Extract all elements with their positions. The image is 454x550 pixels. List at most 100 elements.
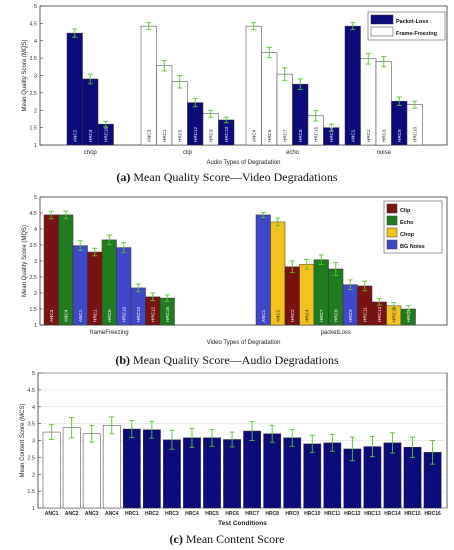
bar: [58, 214, 74, 326]
x-tick-label: HRC9: [285, 511, 299, 517]
bar-label: ANC1: [261, 309, 266, 322]
caption-c-text: Mean Content Score: [185, 532, 285, 546]
x-tick-label: HRC2: [145, 511, 159, 517]
legend-entry: Frame-Freezing: [396, 31, 437, 37]
x-tick-label: ANC3: [85, 511, 99, 517]
x-tick-label: HRC16: [424, 511, 441, 517]
caption-b: (b) Mean Quality Score—Audio Degradation…: [0, 353, 454, 368]
bar: [122, 428, 141, 509]
y-tick-label: 2: [32, 472, 35, 478]
bar-label: ANC4: [252, 129, 257, 142]
bar-label: HRC11: [363, 307, 368, 322]
bar: [243, 430, 261, 509]
bar-label: ANC3: [49, 309, 54, 322]
bar-label: HRC12: [151, 306, 156, 322]
bar: [82, 433, 101, 509]
x-tick-label: HRC7: [245, 511, 259, 517]
y-tick-label: 1.5: [27, 489, 35, 495]
x-tick-label: HRC3: [165, 511, 179, 517]
y-tick-label: 5: [34, 4, 37, 10]
bar-label: HRC14: [329, 126, 334, 142]
bar-label: HRC5: [178, 129, 183, 142]
bar-label: ANC2: [73, 129, 78, 142]
y-axis-label: Mean Quality Score (MQS): [22, 39, 28, 111]
bar-label: HRC10: [122, 306, 127, 322]
bar: [42, 431, 61, 509]
y-axis-label: Mean Content Score (MCS): [20, 403, 26, 477]
bar: [43, 214, 59, 326]
y-tick-label: 4: [34, 39, 37, 45]
bar-label: HRC15: [314, 126, 319, 142]
bar-label: HRC4: [305, 309, 310, 322]
bar-label: HRC1: [162, 129, 167, 142]
x-tick-label: HRC6: [225, 511, 239, 517]
y-tick-label: 1.5: [29, 307, 37, 313]
y-tick-label: 2.5: [29, 275, 37, 281]
bar-label: HRC8: [334, 309, 339, 322]
y-tick-label: 3.5: [29, 243, 37, 249]
y-tick-label: 3.5: [27, 422, 35, 428]
y-tick-label: 3.5: [29, 56, 37, 62]
x-tick-label: HRC1: [125, 511, 139, 517]
bar-label: HRC15: [165, 306, 170, 322]
bar-label: HRC16: [104, 126, 109, 142]
y-tick-label: 3: [32, 439, 35, 445]
bar-label: ANC4: [64, 309, 69, 322]
x-tick-label: HRC14: [384, 511, 401, 517]
x-tick-label: HRC4: [185, 511, 199, 517]
x-tick-label: ANC4: [105, 511, 119, 517]
caption-b-text: Mean Quality Score—Audio Degradations: [133, 353, 339, 367]
group-label: frameFreezing: [90, 330, 129, 336]
bar: [263, 433, 282, 509]
bar-label: HRC13: [224, 126, 229, 142]
y-tick-label: 4.5: [27, 388, 35, 394]
bar-label: HRC10: [413, 126, 418, 142]
bar: [203, 437, 221, 509]
bar-label: HRC6: [107, 309, 112, 322]
bar-label: HRC9: [348, 309, 353, 322]
bar: [62, 427, 81, 509]
bar-label: HRC1: [93, 309, 98, 322]
bar-label: HRC14: [406, 306, 411, 322]
bar-label: ANC3: [147, 129, 152, 142]
legend-entry: BG Noise: [400, 244, 425, 250]
bar: [303, 443, 322, 509]
group-label: chop: [84, 150, 98, 156]
bar: [183, 437, 201, 509]
legend-swatch: [370, 14, 394, 25]
x-axis-label: Video Types of Degradation: [207, 340, 281, 346]
bar-label: HRC4: [88, 129, 93, 142]
legend-swatch: [386, 227, 398, 238]
bar: [102, 425, 121, 509]
bar-label: HRC6: [267, 129, 272, 142]
x-tick-label: HRC15: [404, 511, 421, 517]
bar: [223, 439, 241, 509]
y-tick-label: 4.5: [29, 21, 37, 27]
bar: [344, 25, 361, 146]
bar-label: ANC2: [276, 309, 281, 322]
y-tick-label: 1: [34, 323, 37, 329]
y-tick-label: 1: [32, 506, 35, 512]
y-tick-label: 5: [32, 371, 35, 377]
y-tick-label: 2.5: [27, 455, 35, 461]
bar-label: HRC2: [366, 129, 371, 142]
bar: [143, 429, 161, 509]
legend-swatch: [370, 26, 394, 37]
bar: [255, 214, 271, 326]
caption-a-label: (a): [116, 170, 131, 184]
caption-c-label: (c): [169, 532, 183, 546]
bar: [245, 25, 262, 146]
legend-entry: Echo: [400, 220, 414, 226]
caption-b-label: (b): [115, 353, 131, 367]
legend-entry: Chop: [400, 232, 415, 238]
y-tick-label: 1: [34, 143, 37, 149]
legend-swatch: [386, 239, 398, 250]
caption-a-text: Mean Quality Score—Video Degradations: [133, 170, 338, 184]
bar-label: HRC10: [136, 306, 141, 322]
y-tick-label: 2: [34, 108, 37, 114]
y-axis-label: Mean Quality Score (MQS): [22, 225, 28, 297]
y-tick-label: 3: [34, 74, 37, 80]
group-label: echo: [286, 150, 300, 156]
bar-label: HRC3: [382, 129, 387, 142]
legend-swatch: [386, 203, 398, 214]
